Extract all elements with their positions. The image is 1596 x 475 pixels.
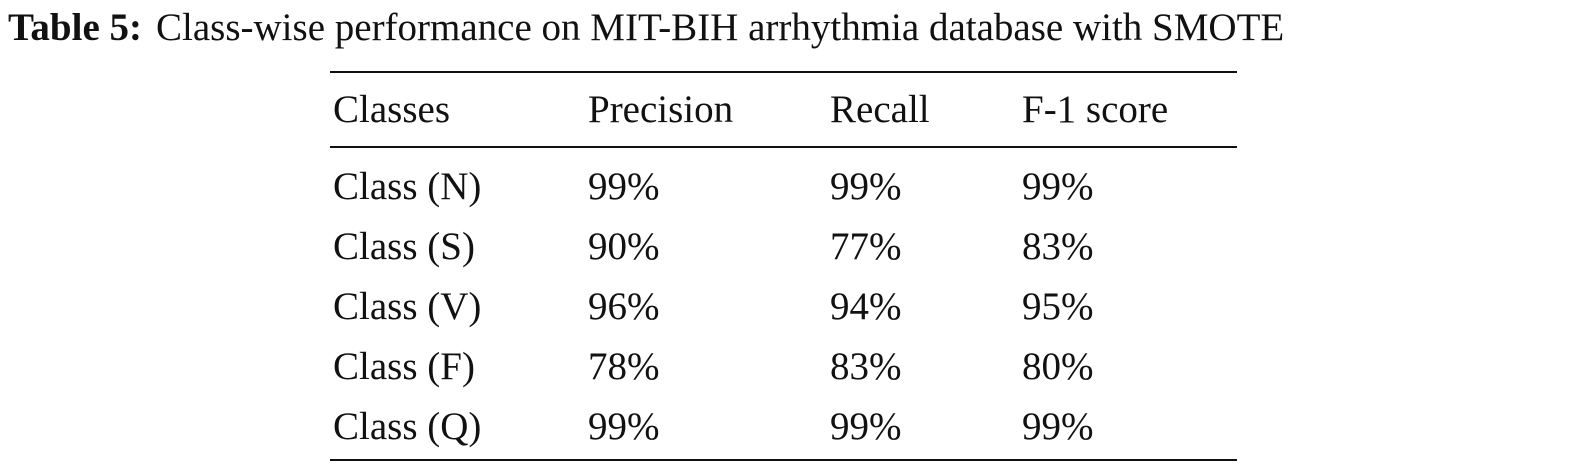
table-cell: 95% [1022, 285, 1094, 328]
table-cell: 80% [1022, 345, 1094, 388]
table-cell: 99% [830, 405, 902, 448]
table-cell: Class (S) [333, 225, 475, 268]
caption: Table 5: Class-wise performance on MIT-BI… [8, 4, 1284, 52]
table-cell: 77% [830, 225, 902, 268]
header-cell: Classes [333, 88, 450, 131]
table-cell: Class (N) [333, 165, 482, 208]
table-cell: 99% [1022, 165, 1094, 208]
table-cell: 83% [1022, 225, 1094, 268]
table-cell: Class (F) [333, 345, 475, 388]
top-rule [330, 71, 1237, 73]
table-cell: 90% [588, 225, 660, 268]
table-cell: 83% [830, 345, 902, 388]
table-cell: 96% [588, 285, 660, 328]
table-cell: 99% [830, 165, 902, 208]
caption-label: Table 5: [8, 6, 143, 49]
table-cell: 99% [588, 405, 660, 448]
header-cell: Recall [830, 88, 930, 131]
header-cell: F-1 score [1022, 88, 1169, 131]
table-cell: 94% [830, 285, 902, 328]
table-cell: 99% [1022, 405, 1094, 448]
caption-text: Class-wise performance on MIT-BIH arrhyt… [156, 6, 1285, 49]
table-cell: 78% [588, 345, 660, 388]
table-cell: Class (V) [333, 285, 482, 328]
header-cell: Precision [588, 88, 734, 131]
table-cell: 99% [588, 165, 660, 208]
mid-rule [330, 146, 1237, 148]
bottom-rule [330, 459, 1237, 461]
table-cell: Class (Q) [333, 405, 482, 448]
